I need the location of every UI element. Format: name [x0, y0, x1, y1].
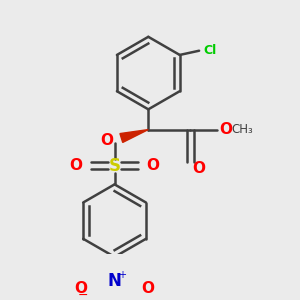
Text: O: O [75, 281, 88, 296]
Text: −: − [78, 289, 88, 300]
Text: CH₃: CH₃ [231, 123, 253, 136]
Text: O: O [100, 133, 113, 148]
Text: +: + [118, 270, 126, 280]
Polygon shape [120, 130, 148, 142]
Text: Cl: Cl [203, 44, 217, 57]
Text: N: N [108, 272, 122, 290]
Text: O: O [192, 161, 205, 176]
Text: O: O [219, 122, 232, 137]
Text: O: O [70, 158, 83, 173]
Text: S: S [109, 157, 121, 175]
Text: O: O [142, 281, 154, 296]
Text: O: O [147, 158, 160, 173]
